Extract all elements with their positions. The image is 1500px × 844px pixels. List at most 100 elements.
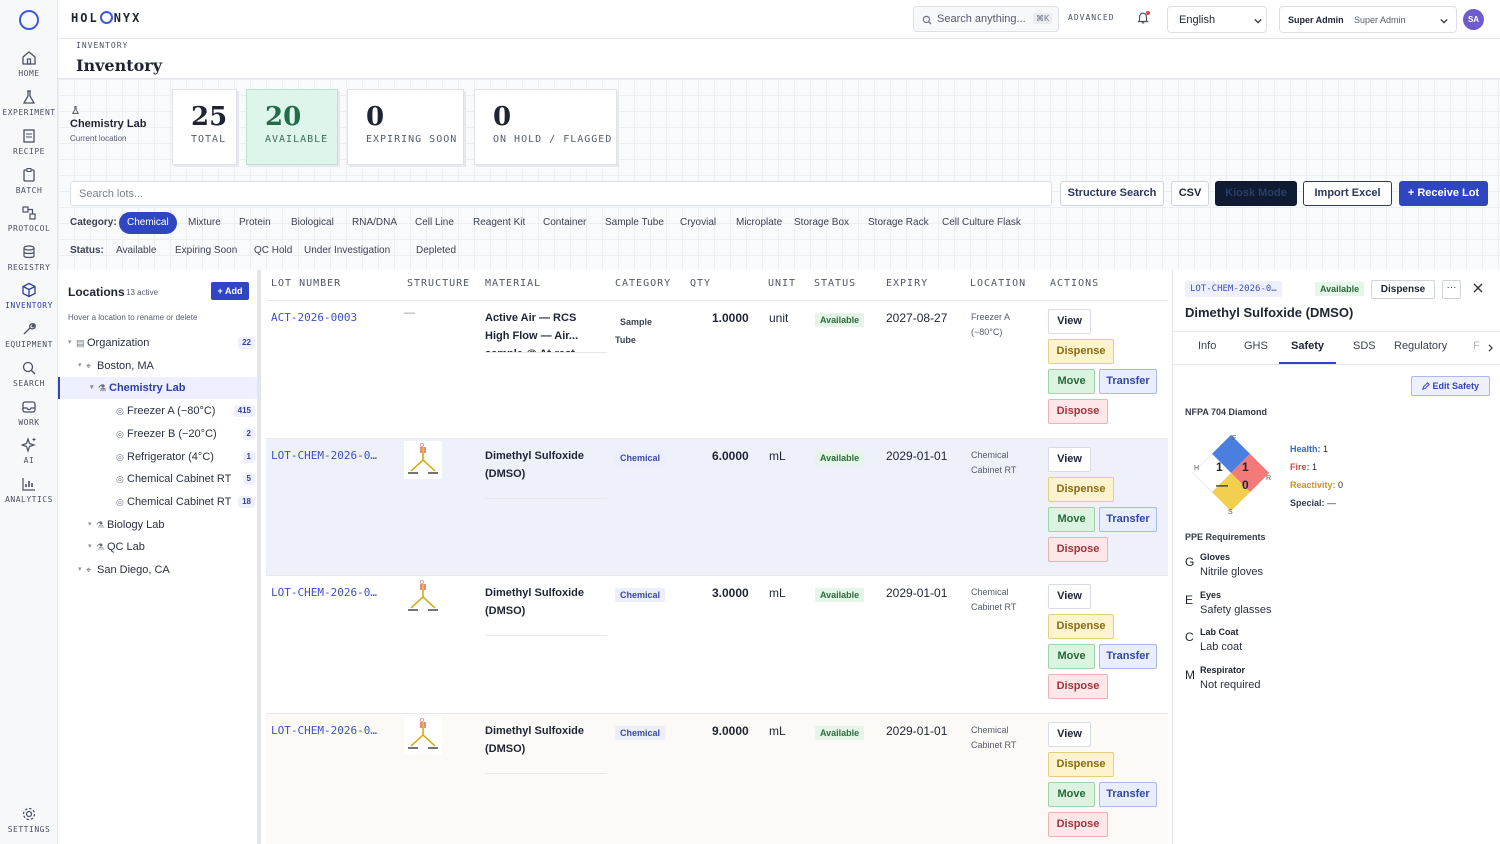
column-header-expiry[interactable]: EXPIRY xyxy=(886,278,929,289)
category-chip-chemical[interactable]: Chemical xyxy=(119,212,177,234)
nav-home[interactable]: HOME xyxy=(0,50,58,78)
avatar[interactable]: SA xyxy=(1463,9,1484,30)
view-button[interactable]: View xyxy=(1048,584,1091,609)
structure-thumbnail[interactable]: O xyxy=(404,440,442,479)
dispose-button[interactable]: Dispose xyxy=(1048,674,1108,699)
current-location-card[interactable]: Chemistry Lab Current location xyxy=(68,101,168,151)
location-tree-item[interactable]: ▾ ⌖ San Diego, CA xyxy=(58,559,261,581)
notifications-button[interactable] xyxy=(1136,11,1152,27)
location-tree-item[interactable]: ▾ ⚗ Biology Lab xyxy=(58,514,261,536)
advanced-search-button[interactable]: ADVANCED xyxy=(1068,13,1115,22)
lot-number-link[interactable]: LOT-CHEM-2026-0… xyxy=(271,448,377,462)
column-header-structure[interactable]: STRUCTURE xyxy=(407,278,471,289)
status-chip-expiring-soon[interactable]: Expiring Soon xyxy=(175,245,238,256)
category-chip-biological[interactable]: Biological xyxy=(291,217,334,228)
table-row[interactable]: LOT-CHEM-2026-0… O Dimethyl Sulfoxide (DMSO… xyxy=(266,712,1168,844)
lot-search-input[interactable]: Search lots... xyxy=(70,181,1052,206)
tab-more[interactable]: F xyxy=(1473,340,1480,352)
tab-ghs[interactable]: GHS xyxy=(1244,340,1268,352)
receive-lot-button[interactable]: + Receive Lot xyxy=(1399,181,1488,206)
nav-registry[interactable]: REGISTRY xyxy=(0,244,58,272)
column-header-qty[interactable]: QTY xyxy=(690,278,712,289)
transfer-button[interactable]: Transfer xyxy=(1099,506,1157,532)
tree-caret-icon[interactable]: ▾ xyxy=(90,384,94,392)
lot-number-link[interactable]: LOT-CHEM-2026-0… xyxy=(271,586,377,599)
table-row[interactable]: LOT-CHEM-2026-0… O Dimethyl Sulfoxide (DMSO… xyxy=(266,437,1168,575)
view-button[interactable]: View xyxy=(1048,309,1091,334)
detail-more-button[interactable]: ··· xyxy=(1442,280,1461,299)
dispense-button[interactable]: Dispense xyxy=(1048,476,1114,502)
location-tree-item[interactable]: ◎ Chemical Cabinet RT 18 xyxy=(58,491,261,513)
edit-safety-button[interactable]: Edit Safety xyxy=(1411,376,1490,396)
global-search[interactable]: Search anything... ⌘K xyxy=(913,6,1059,32)
location-tree-item[interactable]: ◎ Freezer B (−20°C) 2 xyxy=(58,423,261,445)
dispose-button[interactable]: Dispose xyxy=(1048,536,1108,562)
tree-caret-icon[interactable]: ▾ xyxy=(78,361,82,369)
tree-caret-icon[interactable]: ▾ xyxy=(88,543,92,551)
csv-button[interactable]: CSV xyxy=(1171,181,1209,206)
lot-number-link[interactable]: LOT-CHEM-2026-0… xyxy=(271,723,377,737)
category-chip-cell-culture-flask[interactable]: Cell Culture Flask xyxy=(942,217,1021,228)
location-tree-item[interactable]: ▾ ⚗ Chemistry Lab xyxy=(58,377,261,400)
category-chip-storage-rack[interactable]: Storage Rack xyxy=(868,217,929,228)
view-button[interactable]: View xyxy=(1048,446,1091,472)
stat-expiring-soon[interactable]: 0 EXPIRING SOON xyxy=(347,89,464,165)
tree-caret-icon[interactable]: ▾ xyxy=(78,566,82,573)
nav-experiment[interactable]: EXPERIMENT xyxy=(0,89,58,117)
detail-lot-number[interactable]: LOT-CHEM-2026-0… xyxy=(1185,281,1282,297)
category-chip-protein[interactable]: Protein xyxy=(239,217,271,228)
chevron-right-icon[interactable] xyxy=(1487,344,1494,352)
brand-logo[interactable]: HOL NYX xyxy=(71,11,141,25)
column-header-location[interactable]: LOCATION xyxy=(970,278,1027,289)
move-button[interactable]: Move xyxy=(1048,644,1095,669)
add-location-button[interactable]: + Add xyxy=(211,282,249,300)
tab-regulatory[interactable]: Regulatory xyxy=(1394,340,1448,352)
category-chip-cryovial[interactable]: Cryovial xyxy=(680,217,717,228)
category-chip-container[interactable]: Container xyxy=(543,217,587,228)
location-tree-item[interactable]: ◎ Refrigerator (4°C) 1 xyxy=(58,446,261,468)
detail-dispense-button[interactable]: Dispense xyxy=(1371,280,1435,299)
tree-caret-icon[interactable]: ▾ xyxy=(68,339,72,346)
category-chip-rna-dna[interactable]: RNA/DNA xyxy=(352,217,398,228)
status-chip-depleted[interactable]: Depleted xyxy=(416,245,457,256)
stat-total[interactable]: 25 TOTAL xyxy=(172,89,237,165)
location-tree-item[interactable]: ◎ Chemical Cabinet RT 5 xyxy=(58,468,261,490)
category-chip-reagent-kit[interactable]: Reagent Kit xyxy=(473,217,526,228)
dispose-button[interactable]: Dispose xyxy=(1048,811,1108,837)
category-chip-cell-line[interactable]: Cell Line xyxy=(415,217,454,228)
column-header-actions[interactable]: ACTIONS xyxy=(1050,278,1100,289)
location-tree-item[interactable]: ◎ Freezer A (−80°C) 415 xyxy=(58,400,261,422)
status-chip-under-investigation[interactable]: Under Investigation xyxy=(304,245,391,256)
stat-available[interactable]: 20 AVAILABLE xyxy=(246,89,338,165)
nav-equipment[interactable]: EQUIPMENT xyxy=(0,321,58,349)
tab-safety[interactable]: Safety xyxy=(1291,340,1325,352)
kiosk-mode-button[interactable]: Kiosk Mode xyxy=(1215,181,1297,206)
table-row[interactable]: LOT-CHEM-2026-0… O Dimethyl Sulfoxide (DMSO… xyxy=(266,575,1168,712)
dispose-button[interactable]: Dispose xyxy=(1048,399,1108,424)
status-chip-qc-hold[interactable]: QC Hold xyxy=(254,245,293,256)
transfer-button[interactable]: Transfer xyxy=(1099,369,1157,394)
stat-on-hold[interactable]: 0 ON HOLD / FLAGGED xyxy=(474,89,617,165)
nav-ai[interactable]: AI xyxy=(0,437,58,465)
column-header-material[interactable]: MATERIAL xyxy=(485,278,542,289)
dispense-button[interactable]: Dispense xyxy=(1048,614,1114,639)
structure-thumbnail[interactable]: O xyxy=(404,578,442,616)
app-logo-icon[interactable] xyxy=(19,10,39,30)
move-button[interactable]: Move xyxy=(1048,369,1095,394)
nav-recipe[interactable]: RECIPE xyxy=(0,128,58,156)
location-tree-item[interactable]: ▾ ⚗ QC Lab xyxy=(58,536,261,558)
column-header-unit[interactable]: UNIT xyxy=(768,278,797,289)
nav-settings[interactable]: SETTINGS xyxy=(0,806,58,834)
nav-analytics[interactable]: ANALYTICS xyxy=(0,476,58,504)
move-button[interactable]: Move xyxy=(1048,506,1095,532)
column-header-category[interactable]: CATEGORY xyxy=(615,278,672,289)
dispense-button[interactable]: Dispense xyxy=(1048,339,1114,364)
language-select[interactable]: English xyxy=(1167,6,1267,33)
tab-info[interactable]: Info xyxy=(1198,340,1217,352)
lot-number-link[interactable]: ACT-2026-0003 xyxy=(271,311,358,324)
table-row[interactable]: ACT-2026-0003 — Active Air — RCS High Flow … xyxy=(266,300,1168,437)
transfer-button[interactable]: Transfer xyxy=(1099,781,1157,807)
transfer-button[interactable]: Transfer xyxy=(1099,644,1157,669)
tab-sds[interactable]: SDS xyxy=(1353,340,1376,352)
location-tree-item[interactable]: ▾ ⌖ Boston, MA xyxy=(58,355,261,377)
